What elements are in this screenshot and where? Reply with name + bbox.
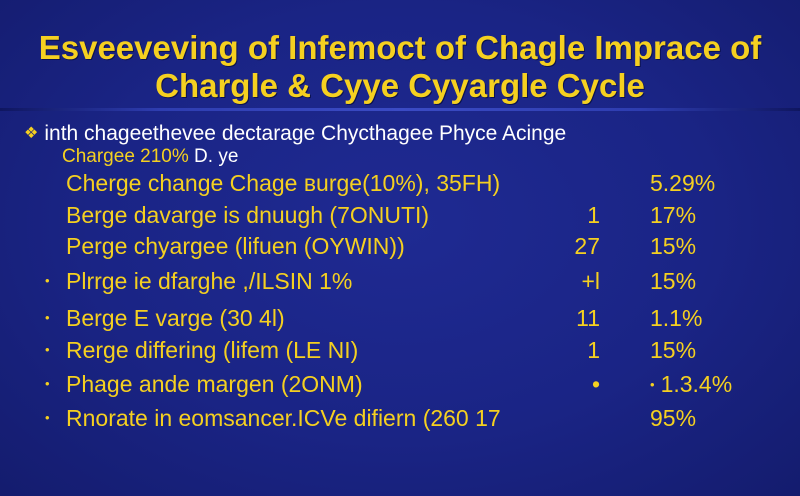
item-count: 1 — [587, 202, 600, 228]
item-percent: 1.1% — [650, 305, 703, 331]
item-label: Rnorate in eomsancer.ICVe difiern (260 1… — [66, 405, 501, 431]
item-label: Berge E varge (30 4l) — [66, 305, 285, 331]
list-item: • Rnorate in eomsancer.ICVe difiern (260… — [0, 401, 800, 435]
list-item: Berge davarge is dnuugh (7ONUTI) 1 17% — [0, 198, 800, 232]
item-count: 11 — [576, 305, 600, 331]
item-percent: 15% — [650, 233, 697, 259]
bullet-icon: • — [45, 273, 50, 288]
item-percent: • 1.3.4% — [650, 371, 733, 397]
bullet-icon: • — [45, 310, 50, 325]
subheader-text: Chargee 210% — [62, 146, 189, 167]
subheader-tail: D. ye — [194, 146, 239, 167]
list-item: Cherge change Chage вurge(10%), 35FH) 5.… — [0, 166, 800, 200]
section-subheader: Chargee 210% D. ye — [62, 145, 238, 169]
bullet-icon: • — [45, 376, 50, 391]
item-label: Rerge differing (lifem (LE NI) — [66, 337, 359, 363]
item-label: Plrrge ie dfarghe ,/ILSIN 1% — [66, 268, 353, 294]
diamond-bullet-icon: ❖ — [24, 125, 39, 142]
item-label: Perge chyargee (lifuen (OYWIN)) — [66, 233, 405, 259]
list-item: Perge chyargee (lifuen (OYWIN)) 27 15% — [0, 229, 800, 263]
item-count: 1 — [587, 337, 600, 363]
list-item: • Phage ande margen (2ONM) • • 1.3.4% — [0, 367, 800, 401]
item-percent: 15% — [650, 268, 697, 294]
slide-title-line-2: Chargle & Cyye Cyyargle Cycle — [155, 67, 645, 104]
item-percent: 17% — [650, 202, 697, 228]
item-percent: 95% — [650, 405, 697, 431]
list-item: • Plrrge ie dfarghe ,/ILSIN 1% +l 15% — [0, 264, 800, 298]
section-header: ❖ inth chageethevee dectarage Chycthagee … — [24, 121, 566, 149]
list-item: • Rerge differing (lifem (LE NI) 1 15% — [0, 333, 800, 367]
slide-title-line-1: Esveeveving of Infemoct of Chagle Imprac… — [38, 29, 762, 66]
item-label: Berge davarge is dnuugh (7ONUTI) — [66, 202, 430, 228]
title-divider — [0, 108, 800, 111]
item-label: Cherge change Chage вurge(10%), 35FH) — [66, 170, 501, 196]
item-percent: 5.29% — [650, 170, 716, 196]
list-item: • Berge E varge (30 4l) 11 1.1% — [0, 301, 800, 335]
item-count: +l — [581, 268, 600, 294]
bullet-icon: • — [45, 410, 50, 425]
percent-bullet-icon: • — [650, 377, 655, 392]
item-percent: 15% — [650, 337, 697, 363]
bullet-icon: • — [45, 342, 50, 357]
item-label: Phage ande margen (2ONM) — [66, 371, 363, 397]
item-count: 27 — [574, 233, 600, 259]
section-header-text: inth chageethevee dectarage Chycthagee P… — [44, 122, 567, 145]
item-count: • — [591, 371, 600, 397]
